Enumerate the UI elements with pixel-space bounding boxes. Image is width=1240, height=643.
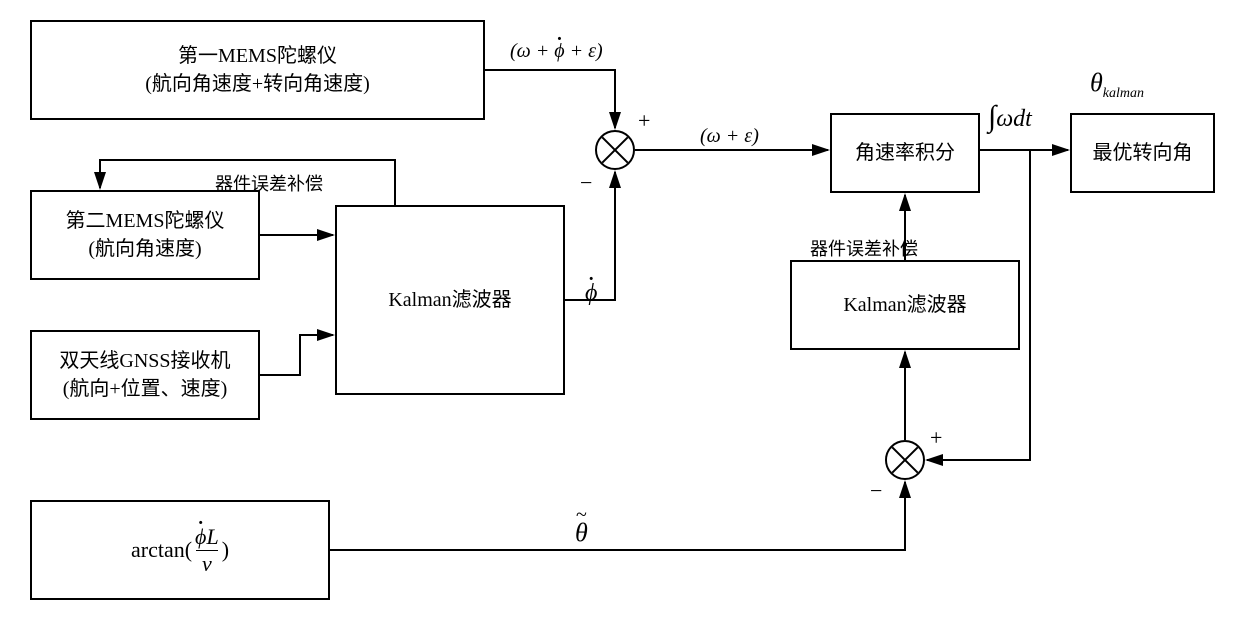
- arctan-box: arctan( ϕL v ): [30, 500, 330, 600]
- label-comp2: 器件误差补偿: [810, 235, 918, 261]
- sum2-minus: −: [870, 478, 882, 504]
- integrator-title: 角速率积分: [855, 139, 955, 167]
- output-title: 最优转向角: [1093, 139, 1193, 167]
- gnss-title: 双天线GNSS接收机: [59, 347, 230, 375]
- kalman1-title: Kalman滤波器: [388, 286, 511, 314]
- label-integral: ∫ωdt: [988, 100, 1032, 134]
- label-gyro1-out: (ω + ϕ + ε): [510, 40, 603, 63]
- sum1-minus: −: [580, 170, 592, 196]
- gyro2-sub: (航向角速度): [88, 235, 201, 263]
- gyro2-title: 第二MEMS陀螺仪: [66, 207, 225, 235]
- gyro2-box: 第二MEMS陀螺仪 (航向角速度): [30, 190, 260, 280]
- gyro1-title: 第一MEMS陀螺仪: [178, 42, 337, 70]
- sum-node-1: [595, 130, 635, 170]
- label-comp1: 器件误差补偿: [215, 170, 323, 196]
- gnss-sub: (航向+位置、速度): [63, 375, 228, 403]
- kalman2-box: Kalman滤波器: [790, 260, 1020, 350]
- gnss-box: 双天线GNSS接收机 (航向+位置、速度): [30, 330, 260, 420]
- gyro1-box: 第一MEMS陀螺仪 (航向角速度+转向角速度): [30, 20, 485, 120]
- kalman1-box: Kalman滤波器: [335, 205, 565, 395]
- label-theta-tilde: θ: [575, 518, 588, 548]
- sum1-plus: +: [638, 108, 650, 134]
- sum-node-2: [885, 440, 925, 480]
- integrator-box: 角速率积分: [830, 113, 980, 193]
- gyro1-sub: (航向角速度+转向角速度): [145, 70, 370, 98]
- label-theta-kalman: θkalman: [1090, 68, 1144, 102]
- output-box: 最优转向角: [1070, 113, 1215, 193]
- label-phidot: ϕ: [585, 280, 597, 307]
- kalman2-title: Kalman滤波器: [843, 291, 966, 319]
- label-omega-eps: (ω + ε): [700, 125, 759, 148]
- sum2-plus: +: [930, 425, 942, 451]
